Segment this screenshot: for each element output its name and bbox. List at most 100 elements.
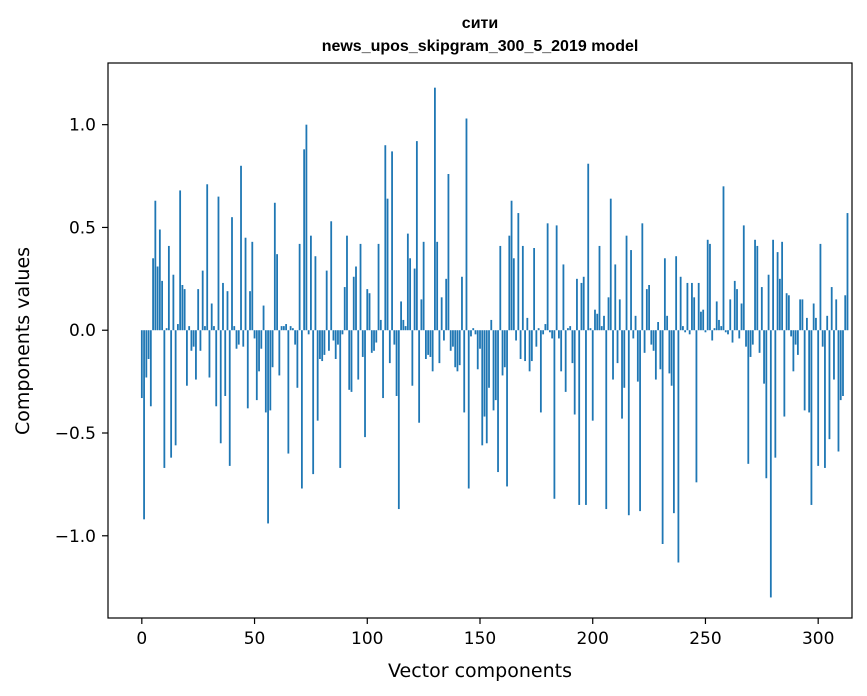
x-tick-label: 50 (244, 629, 266, 649)
bar (794, 330, 797, 345)
bar (143, 330, 145, 520)
x-tick-label: 300 (802, 629, 834, 649)
bar (325, 270, 328, 331)
bar (715, 301, 718, 331)
x-tick-label: 250 (689, 629, 721, 649)
bar (323, 330, 326, 355)
bar (282, 326, 285, 331)
bar (305, 124, 308, 331)
bar (199, 330, 202, 351)
bar (206, 184, 209, 331)
bar (616, 330, 619, 364)
bar (149, 330, 152, 407)
bar (289, 326, 292, 331)
bar (648, 285, 650, 331)
y-tick-label: 0.0 (69, 321, 96, 341)
bar (219, 330, 222, 444)
chart-subtitle: news_upos_skipgram_300_5_2019 model (322, 38, 639, 55)
bar (140, 330, 143, 399)
bar (463, 330, 466, 413)
bar (709, 243, 711, 331)
bar (204, 326, 206, 331)
bar (767, 274, 770, 331)
bar (481, 330, 484, 446)
bar (609, 198, 612, 331)
chart-title: сити (462, 15, 498, 32)
bar (167, 245, 170, 331)
bar (632, 330, 635, 339)
bar (303, 149, 306, 331)
bar (291, 328, 294, 331)
bar (614, 264, 617, 331)
bar (409, 258, 412, 331)
bar (249, 291, 251, 331)
x-tick-label: 0 (136, 629, 147, 649)
bar (319, 330, 321, 359)
x-tick-label: 150 (464, 629, 496, 649)
bar (287, 330, 290, 454)
bar (839, 330, 842, 401)
bar (578, 330, 581, 505)
bar (210, 303, 213, 331)
bar (246, 330, 249, 409)
bar (760, 287, 763, 331)
bar (539, 330, 542, 413)
bar (792, 330, 795, 372)
bar (192, 330, 195, 347)
bar (587, 163, 590, 331)
bar (352, 276, 355, 331)
bar (654, 330, 657, 380)
y-tick-label: −1.0 (55, 527, 96, 547)
bar (479, 330, 481, 349)
bar (154, 200, 157, 331)
bar (682, 326, 684, 331)
bar (781, 241, 784, 331)
bar (810, 330, 813, 505)
bar (332, 330, 335, 341)
bar (413, 268, 416, 331)
bar (434, 87, 436, 331)
bar (537, 328, 540, 331)
bar (713, 328, 716, 331)
bar (375, 330, 378, 343)
bar (803, 330, 806, 411)
bar (636, 330, 639, 382)
bar (729, 299, 732, 331)
bar (693, 297, 696, 331)
bar (307, 330, 310, 335)
bar (727, 330, 729, 335)
bar (233, 326, 236, 331)
bar (431, 330, 434, 372)
bar (145, 330, 148, 378)
bar (366, 289, 369, 331)
bar (443, 330, 445, 341)
bar (147, 330, 150, 359)
bar (339, 330, 342, 468)
bar (465, 118, 468, 331)
bar (783, 330, 786, 417)
bar (449, 330, 452, 351)
bar (585, 330, 587, 505)
bar (217, 196, 220, 331)
bar (830, 287, 833, 331)
bar (346, 235, 348, 331)
bar (731, 330, 734, 343)
bar (176, 324, 179, 331)
bar (706, 239, 709, 331)
bar (382, 330, 384, 399)
bar (474, 330, 477, 335)
bar (605, 330, 608, 510)
bar (476, 330, 479, 370)
bar (641, 223, 644, 331)
bar (190, 330, 193, 351)
bar (215, 330, 218, 407)
bar (573, 330, 576, 415)
bar (228, 330, 231, 466)
bar (603, 315, 605, 331)
bar (643, 330, 646, 353)
bar (724, 330, 727, 333)
bar (801, 299, 804, 331)
bar (657, 322, 660, 331)
